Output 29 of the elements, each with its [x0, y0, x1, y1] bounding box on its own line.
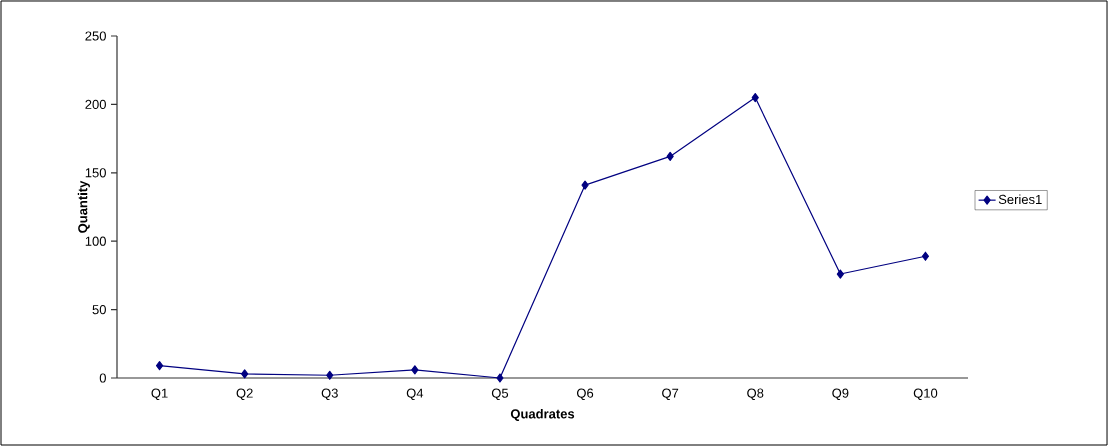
y-tick-label: 200 — [85, 99, 106, 109]
point — [581, 180, 589, 190]
point — [496, 373, 504, 383]
x-tick-label: Q2 — [236, 388, 253, 401]
x-tick-label: Q10 — [913, 388, 938, 401]
point — [326, 370, 334, 380]
y-tick-label: 150 — [85, 168, 106, 178]
x-tick-label: Q1 — [151, 388, 168, 401]
x-tick-label: Q8 — [747, 388, 764, 401]
y-tick-label: 50 — [92, 305, 106, 315]
legend-label: Series1 — [998, 194, 1042, 205]
y-tick-label: 250 — [85, 31, 106, 41]
x-tick-label: Q4 — [406, 388, 424, 401]
point — [241, 369, 249, 379]
x-tick-label: Q5 — [491, 388, 509, 401]
point — [411, 365, 419, 375]
y-axis-title: Quantity — [77, 180, 90, 233]
x-tick-label: Q6 — [576, 388, 594, 401]
x-tick-label: Q7 — [662, 388, 679, 401]
point — [155, 361, 164, 371]
point — [921, 251, 930, 261]
x-tick-label: Q3 — [321, 388, 338, 401]
point — [751, 92, 759, 103]
point — [836, 269, 844, 279]
x-axis-title: Quadrates — [510, 408, 575, 421]
y-tick-label: 0 — [99, 373, 106, 383]
x-tick-label: Q9 — [832, 388, 849, 401]
point — [666, 151, 674, 161]
y-tick-label: 100 — [85, 236, 106, 246]
